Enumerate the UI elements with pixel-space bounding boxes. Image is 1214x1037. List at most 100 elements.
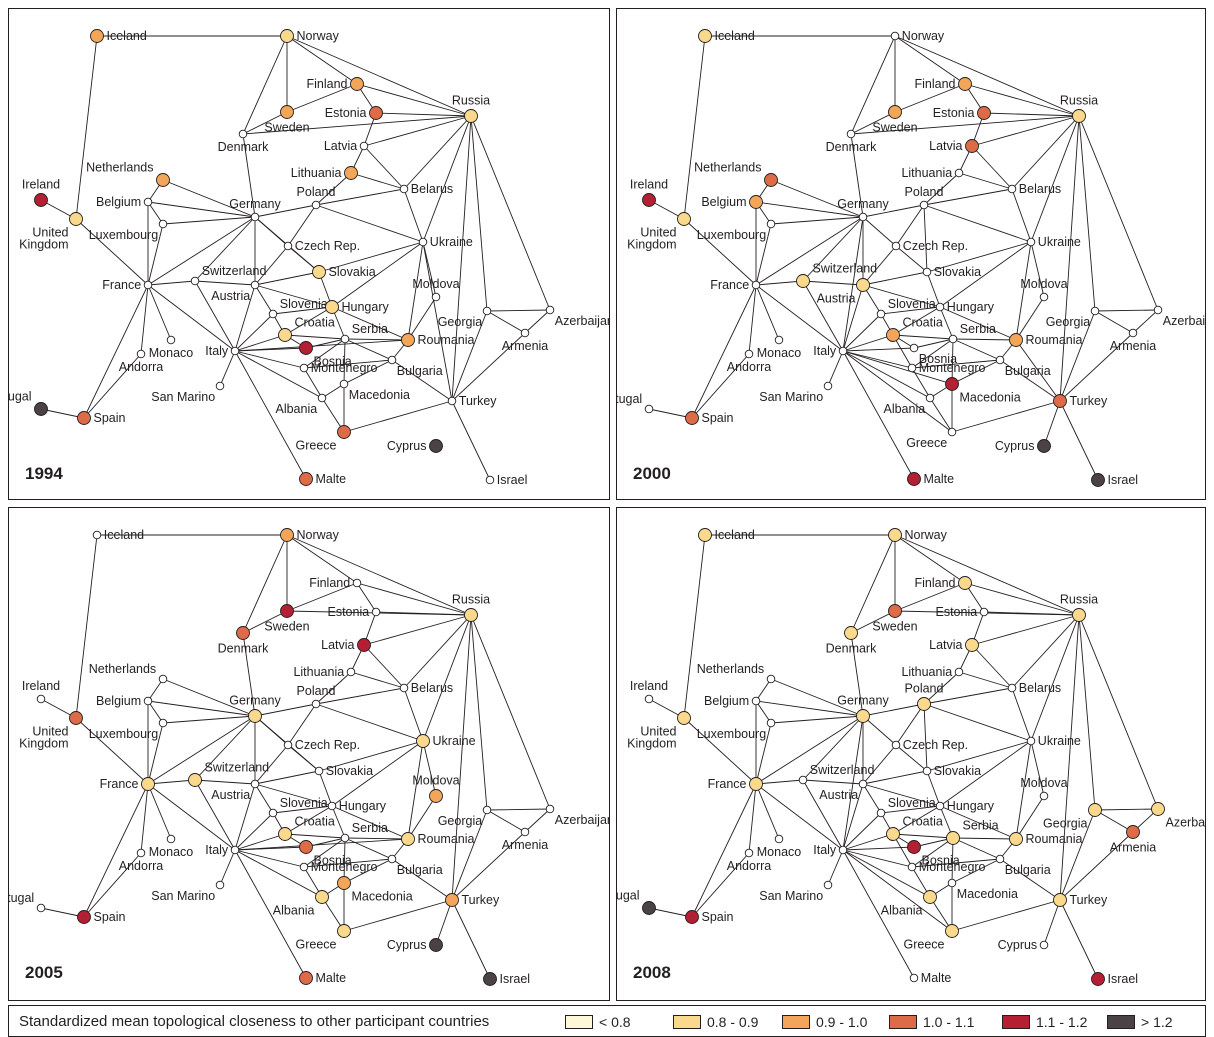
edge-Hungary-Roumania [939,306,1017,341]
node-label-albania: Albania [883,402,925,416]
node-label-lithuania: Lithuania [291,166,342,180]
node-montenegro [299,862,309,872]
edge-Poland-Slovakia [923,204,928,273]
network-panel-1994: Iceland Norway Finland Estonia Russia Sweden D… [8,8,610,500]
edge-Roumania-Moldova [407,296,437,341]
node-label-bosnia: Bosnia [314,854,352,868]
edge-Belgium-Germany [147,201,256,218]
node-russia [464,608,478,622]
node-netherlands [156,173,170,187]
node-iceland [92,530,102,540]
node-denmark [238,129,248,139]
node-italy [838,845,848,855]
edge-Slovakia-Ukraine [926,740,1032,772]
node-label-moldova: Moldova [1020,277,1067,291]
edge-Norway-Denmark [242,35,288,135]
node-armenia [520,827,530,837]
legend-label-0: < 0.8 [599,1014,631,1030]
edge-Slovenia-Italy [234,812,274,851]
edge-Georgia-Azerbaijan [486,808,551,811]
edge-Belgium-Luxembourg [147,201,164,225]
node-label-bosnia: Bosnia [314,355,352,369]
edge-Montenegro-Bulgaria [303,359,393,369]
edge-Slovenia-Hungary [272,306,333,315]
node-luxembourg [766,219,776,229]
node-label-montenegro: Montenegro [919,361,986,375]
node-label-norway: Norway [297,528,340,542]
node-label-slovenia: Slovenia [280,297,328,311]
node-label-bulgaria: Bulgaria [397,863,443,877]
edge-Germany-Poland [254,703,317,717]
edge-Bulgaria-Macedonia [343,359,393,385]
node-netherlands [766,674,776,684]
node-iceland [698,528,712,542]
edge-Austria-Hungary [254,783,333,807]
edge-Turkey-Cyprus [1043,400,1061,447]
node-latvia [965,139,979,153]
node-sanmarino [823,880,833,890]
edge-Hungary-Roumania [331,306,409,341]
node-label-armenia: Armenia [1110,339,1157,353]
node-macedonia [337,876,351,890]
edge-Ukraine-Moldova [422,241,437,298]
network-panel-2005: Iceland Norway Finland Estonia Russia Sweden D… [8,507,610,1001]
node-austria [250,280,260,290]
node-label-armenia: Armenia [1110,841,1157,855]
node-russia [1072,109,1086,123]
node-label-serbia: Serbia [963,819,999,833]
node-label-sanmarino: San Marino [759,390,823,404]
node-label-georgia: Georgia [438,814,483,828]
node-label-sweden: Sweden [872,121,917,135]
node-label-roumania: Roumania [1026,333,1083,347]
edge-Hungary-Croatia [284,805,333,835]
edge-Norway-Russia [286,534,472,616]
edge-Serbia-Macedonia [951,338,954,385]
edge-Poland-Ukraine [923,703,1032,742]
edge-Albania-Greece [929,397,953,433]
node-label-monaco: Monaco [757,346,802,360]
node-label-luxembourg: Luxembourg [89,727,159,741]
edge-Germany-Switzerland [194,216,256,282]
edge-Ukraine-Roumania [407,241,424,341]
node-andorra [744,848,754,858]
edge-Serbia-Bosnia [913,338,954,349]
node-label-germany: Germany [837,694,889,708]
edge-Georgia-Azerbaijan [1094,309,1159,312]
network-panel-2000: Iceland Norway Finland Estonia Russia Sweden D… [616,8,1206,500]
node-israel [1091,972,1105,986]
node-slovenia [268,309,278,319]
edge-Bulgaria-Macedonia [343,858,393,884]
edge-Netherlands-Belgium [147,678,164,702]
edge-Portugal-Spain [40,907,85,918]
edge-France-Monaco [755,783,780,840]
edge-Latvia-Belarus [971,145,1013,190]
node-malte [907,472,921,486]
edge-Sweden-Denmark [242,111,288,135]
node-label-france: France [708,777,747,791]
node-label-hungary: Hungary [339,799,387,813]
node-monaco [774,834,784,844]
node-label-finland: Finland [915,77,956,91]
node-roumania [401,333,415,347]
node-label-belgium: Belgium [704,694,749,708]
node-uk [69,212,83,226]
node-andorra [136,848,146,858]
node-label-russia: Russia [452,593,490,607]
node-label-norway: Norway [297,29,340,43]
node-russia [1072,608,1086,622]
edge-France-Italy [755,284,844,352]
edge-Russia-Georgia [470,115,488,312]
edge-Armenia-Turkey [451,831,526,901]
edge-Finland-Russia [356,582,472,616]
node-label-slovakia: Slovakia [934,265,981,279]
node-label-belarus: Belarus [411,182,453,196]
edge-Austria-Slovenia [254,284,274,315]
edge-Croatia-Serbia [892,833,954,839]
node-latvia [359,141,369,151]
node-malte [299,971,313,985]
edge-Ukraine-Hungary [939,740,1032,807]
edge-Switzerland-Italy [802,280,844,352]
node-iceland [90,29,104,43]
node-label-andorra: Andorra [727,360,772,374]
node-luxembourg [158,718,168,728]
